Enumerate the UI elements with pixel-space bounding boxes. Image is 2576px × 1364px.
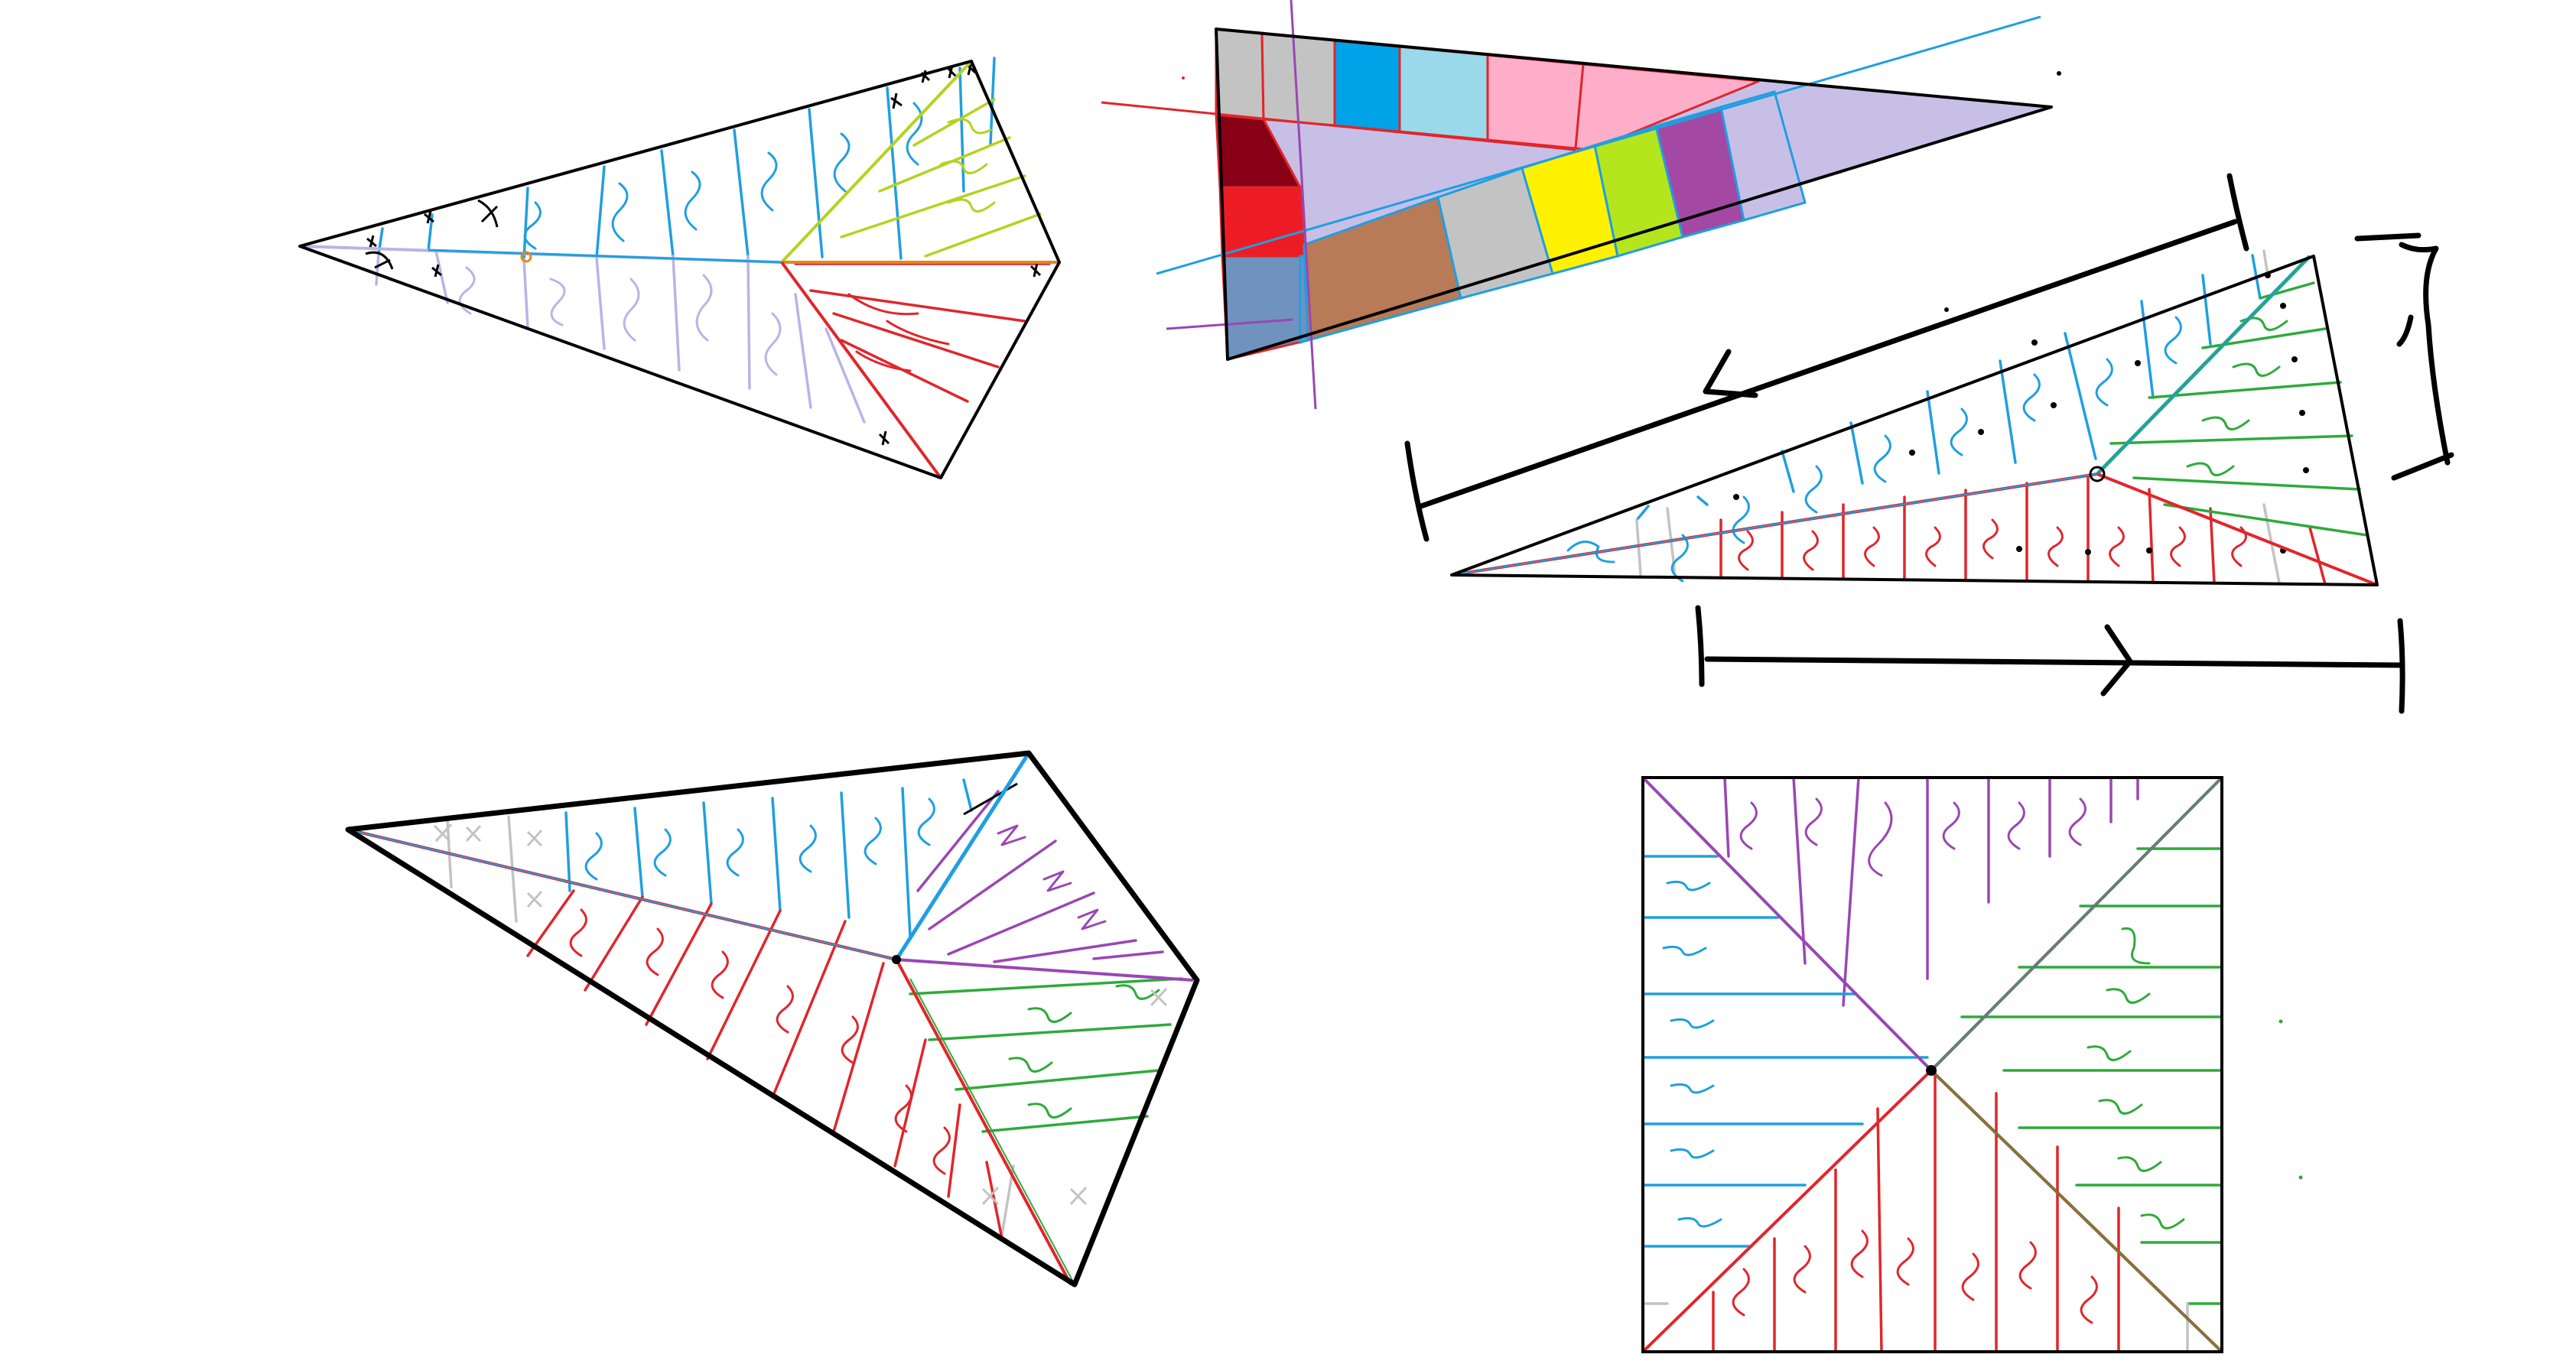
square-green-hatching: [1960, 847, 2223, 1305]
quad-figure: [345, 750, 1200, 1288]
dimtri-green-hatching: [2109, 281, 2369, 537]
strip-cell-gray-1: [1215, 28, 1265, 121]
kite-cross-marks: [365, 62, 1042, 446]
quad-center-vertex: [892, 955, 901, 964]
strip-bottom-row-cells: [1299, 90, 1807, 345]
kite-figure: [298, 57, 1061, 479]
strip-cell-blue: [1333, 39, 1401, 133]
square-outline: [1641, 776, 2223, 1353]
square-red-hatching: [1712, 1069, 2120, 1353]
square-squiggles: [1662, 797, 2185, 1324]
quad-red-hatching: [526, 889, 1003, 1240]
strip-left-column-cells: [1215, 113, 1309, 361]
dimtri-inner-spine: [1451, 255, 2378, 586]
square-blue-hatching: [1641, 855, 1929, 1248]
square-figure: [1641, 776, 2303, 1353]
quad-blue-hatching: [564, 778, 973, 938]
kite-blue-hatching: [377, 57, 996, 261]
stray-green-dot-1: [2278, 1019, 2283, 1024]
dimtri-center-vertex: [2089, 466, 2106, 482]
dimtri-squiggles: [1566, 316, 2288, 583]
quad-purple-hatching: [916, 790, 1164, 963]
dimension-arrow-bottom: [1695, 605, 2405, 714]
dimension-bracket-right: [2354, 232, 2454, 481]
dimtri-outline: [1450, 255, 2379, 586]
strip-outline: [1215, 28, 2053, 361]
color-strip-figure: [1101, 0, 2061, 410]
strip-cell-steel-blue: [1221, 255, 1309, 361]
quad-green-hatching: [909, 977, 1183, 1133]
kite-inner-spine: [299, 60, 1059, 479]
arrow-head-bottom: [2100, 624, 2133, 697]
strip-dot: [2057, 71, 2061, 76]
strip-cell-pink-1: [1486, 54, 1585, 150]
square-center-vertex: [1926, 1065, 1937, 1076]
arrow-head-top: [1703, 349, 1758, 398]
square-gray-hatching: [1641, 1302, 2189, 1353]
strip-cell-red: [1218, 186, 1306, 258]
quad-squiggles: [569, 797, 1160, 1175]
dimension-triangle-figure: [1404, 173, 2454, 714]
strip-construction-lines: [1101, 0, 2041, 410]
square-diagonals: [1641, 776, 2223, 1353]
dimtri-blue-hatching: [1635, 254, 2262, 521]
strip-cell-light-blue: [1398, 45, 1489, 141]
quad-cross-marks: [433, 782, 1168, 1206]
dimtri-dots: [1733, 272, 2309, 555]
kite-outline: [298, 60, 1061, 479]
strip-dot-small: [1182, 76, 1185, 80]
kite-squiggles: [458, 102, 996, 376]
quad-inner-spine: [347, 752, 1194, 1285]
quad-outline: [345, 750, 1200, 1288]
stray-green-dot-2: [2298, 1175, 2303, 1180]
dimension-arrow-top: [1404, 173, 2249, 542]
kite-lime-hatching: [840, 98, 1042, 258]
kite-lavender-hatching: [375, 249, 866, 424]
